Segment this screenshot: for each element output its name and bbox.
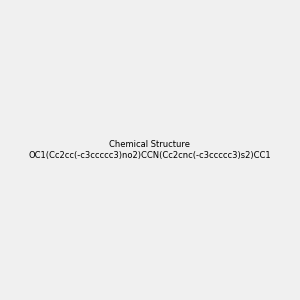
Text: Chemical Structure
OC1(Cc2cc(-c3ccccc3)no2)CCN(Cc2cnc(-c3ccccc3)s2)CC1: Chemical Structure OC1(Cc2cc(-c3ccccc3)n… [29, 140, 271, 160]
